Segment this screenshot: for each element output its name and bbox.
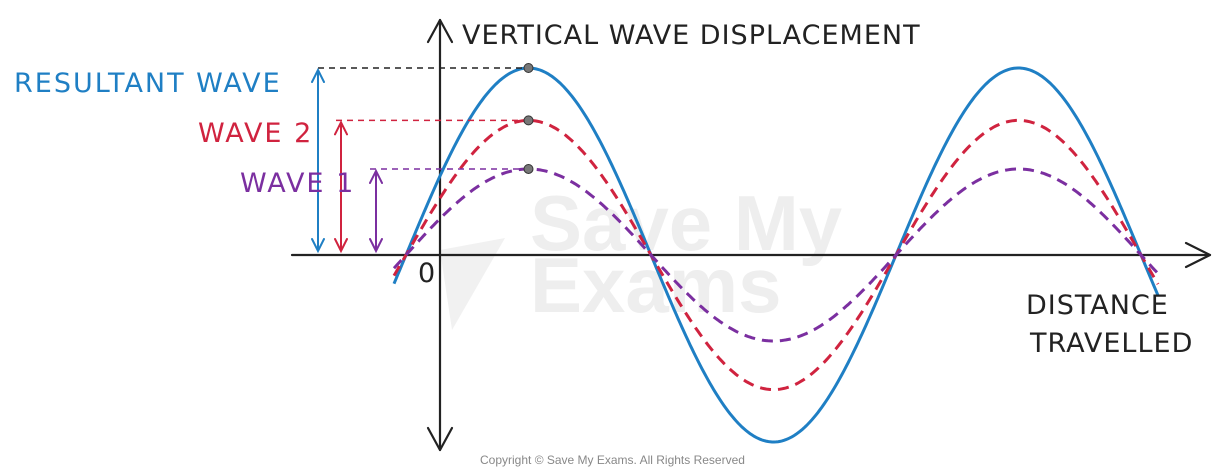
wave-curves bbox=[392, 66, 1160, 444]
wave-curve-1 bbox=[392, 118, 1160, 392]
peak-point-1 bbox=[523, 115, 534, 126]
axes bbox=[290, 18, 1212, 452]
peak-point-2 bbox=[523, 163, 534, 174]
wave-curve-0 bbox=[392, 66, 1160, 444]
horizontal-axis-label-line-1: DISTANCE bbox=[1026, 290, 1169, 321]
horizontal-axis-arrow bbox=[1184, 241, 1212, 269]
vertical-axis-arrow-up bbox=[426, 18, 454, 44]
watermark-line-1: Save My bbox=[530, 179, 842, 267]
resultant-wave-label: RESULTANT WAVE bbox=[14, 68, 282, 99]
wave-curve-2 bbox=[392, 167, 1160, 343]
origin-label: 0 bbox=[418, 258, 436, 289]
peak-point-0 bbox=[523, 63, 534, 73]
horizontal-axis-label-line-2: TRAVELLED bbox=[1029, 328, 1193, 359]
copyright-notice: Copyright © Save My Exams. All Rights Re… bbox=[480, 453, 745, 467]
vertical-axis-label: VERTICAL WAVE DISPLACEMENT bbox=[462, 20, 921, 51]
amplitude-arrow-2 bbox=[369, 168, 383, 254]
wave-1-label: WAVE 1 bbox=[240, 168, 355, 199]
vertical-axis-arrow-down bbox=[426, 426, 454, 452]
wave-2-label: WAVE 2 bbox=[198, 118, 313, 149]
amplitude-arrow-0 bbox=[311, 67, 325, 254]
amplitude-markers bbox=[311, 63, 534, 254]
amplitude-arrow-1 bbox=[334, 120, 348, 254]
watermark-logo-shape bbox=[440, 238, 505, 330]
